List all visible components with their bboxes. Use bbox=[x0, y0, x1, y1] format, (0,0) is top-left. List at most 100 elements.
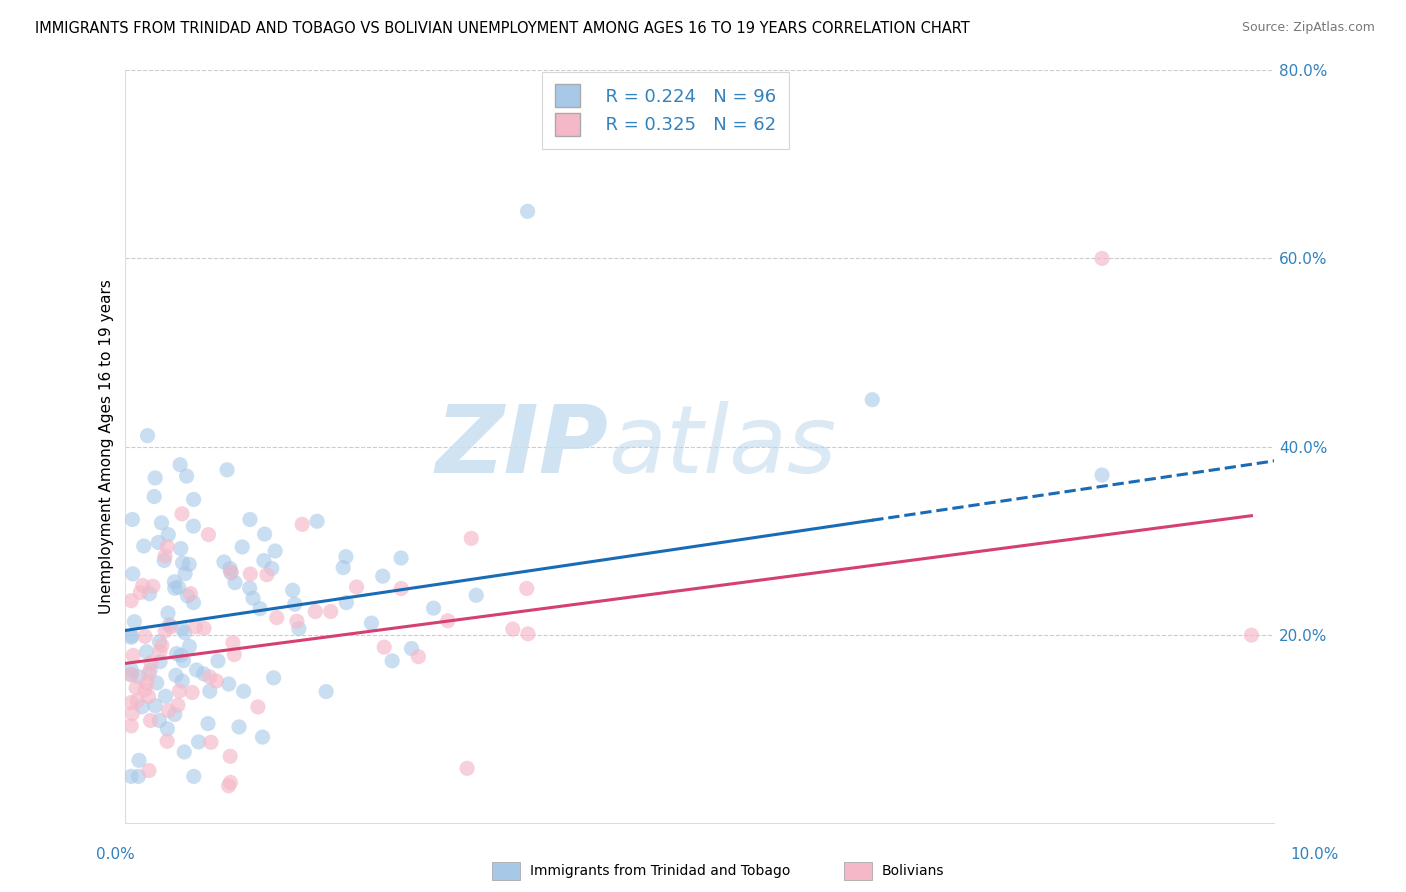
Point bbox=[222, 636, 245, 650]
Point bbox=[373, 640, 395, 654]
Point bbox=[156, 540, 179, 554]
Point bbox=[156, 722, 179, 736]
Point bbox=[138, 764, 160, 778]
Point bbox=[371, 569, 394, 583]
Point bbox=[139, 656, 162, 670]
Point bbox=[239, 581, 262, 595]
Point bbox=[224, 575, 246, 590]
Point bbox=[389, 551, 412, 566]
Point bbox=[131, 699, 153, 714]
Point bbox=[138, 690, 160, 704]
Point bbox=[176, 589, 198, 603]
Point bbox=[120, 696, 142, 710]
Point bbox=[149, 644, 172, 658]
Point bbox=[465, 588, 488, 602]
Point bbox=[332, 560, 354, 574]
Point bbox=[153, 553, 176, 567]
Point bbox=[408, 649, 430, 664]
Text: 0.0%: 0.0% bbox=[96, 847, 135, 862]
Point bbox=[145, 676, 167, 690]
Point bbox=[183, 769, 205, 783]
Point bbox=[122, 648, 145, 663]
Point bbox=[120, 769, 142, 783]
Point bbox=[179, 587, 201, 601]
Point bbox=[172, 674, 194, 689]
Point bbox=[1240, 628, 1263, 642]
Point bbox=[1091, 468, 1114, 483]
Point bbox=[150, 516, 173, 530]
Point bbox=[291, 517, 314, 532]
Point bbox=[120, 593, 142, 607]
Point bbox=[179, 640, 201, 654]
Point bbox=[200, 735, 222, 749]
Point bbox=[218, 779, 240, 793]
Point bbox=[422, 601, 444, 615]
Point bbox=[170, 648, 193, 663]
Point bbox=[181, 685, 204, 699]
Point bbox=[169, 458, 191, 472]
Point bbox=[183, 492, 205, 507]
Point bbox=[153, 624, 176, 638]
Point bbox=[166, 647, 188, 661]
Point bbox=[170, 622, 193, 636]
Point bbox=[517, 627, 540, 641]
Point bbox=[179, 558, 201, 572]
Point bbox=[148, 635, 170, 649]
Point bbox=[157, 527, 180, 541]
Point bbox=[217, 463, 239, 477]
Point bbox=[132, 578, 155, 592]
Point bbox=[167, 698, 190, 712]
Point bbox=[138, 667, 160, 681]
Point bbox=[389, 582, 412, 596]
Point bbox=[260, 561, 283, 575]
Point bbox=[456, 761, 478, 775]
Point bbox=[219, 565, 242, 579]
Point bbox=[120, 719, 142, 733]
Point bbox=[218, 677, 240, 691]
Point bbox=[246, 700, 269, 714]
Point bbox=[197, 716, 219, 731]
Point bbox=[256, 567, 278, 582]
Point bbox=[460, 532, 482, 546]
Point bbox=[124, 615, 146, 629]
Point bbox=[249, 601, 271, 615]
Point bbox=[242, 591, 264, 606]
Point bbox=[219, 749, 242, 764]
Point bbox=[239, 512, 262, 526]
Point bbox=[285, 614, 308, 628]
Point bbox=[173, 625, 195, 640]
Point bbox=[502, 622, 524, 636]
Text: 10.0%: 10.0% bbox=[1291, 847, 1339, 862]
Point bbox=[165, 668, 187, 682]
Point bbox=[121, 512, 143, 526]
Point bbox=[516, 582, 538, 596]
Point bbox=[304, 605, 326, 619]
Point bbox=[143, 490, 166, 504]
Point bbox=[172, 556, 194, 570]
Text: Bolivians: Bolivians bbox=[882, 863, 943, 878]
Point bbox=[120, 667, 142, 681]
Point bbox=[149, 655, 172, 669]
Point bbox=[219, 561, 242, 575]
Point bbox=[284, 597, 307, 611]
Point bbox=[155, 690, 177, 704]
Point bbox=[143, 698, 166, 713]
Point bbox=[239, 567, 262, 582]
Point bbox=[252, 730, 274, 744]
Point bbox=[231, 540, 253, 554]
Point bbox=[148, 535, 170, 549]
Point bbox=[132, 539, 155, 553]
Point bbox=[173, 745, 195, 759]
Point bbox=[184, 620, 207, 634]
Point bbox=[153, 549, 176, 563]
Point bbox=[136, 428, 159, 442]
Text: ZIP: ZIP bbox=[434, 401, 607, 492]
Point bbox=[232, 684, 254, 698]
Point bbox=[121, 566, 143, 581]
Point bbox=[281, 583, 304, 598]
Point bbox=[157, 704, 180, 718]
Point bbox=[159, 620, 181, 634]
Point bbox=[266, 610, 288, 624]
Point bbox=[193, 621, 215, 635]
Point bbox=[176, 469, 198, 483]
